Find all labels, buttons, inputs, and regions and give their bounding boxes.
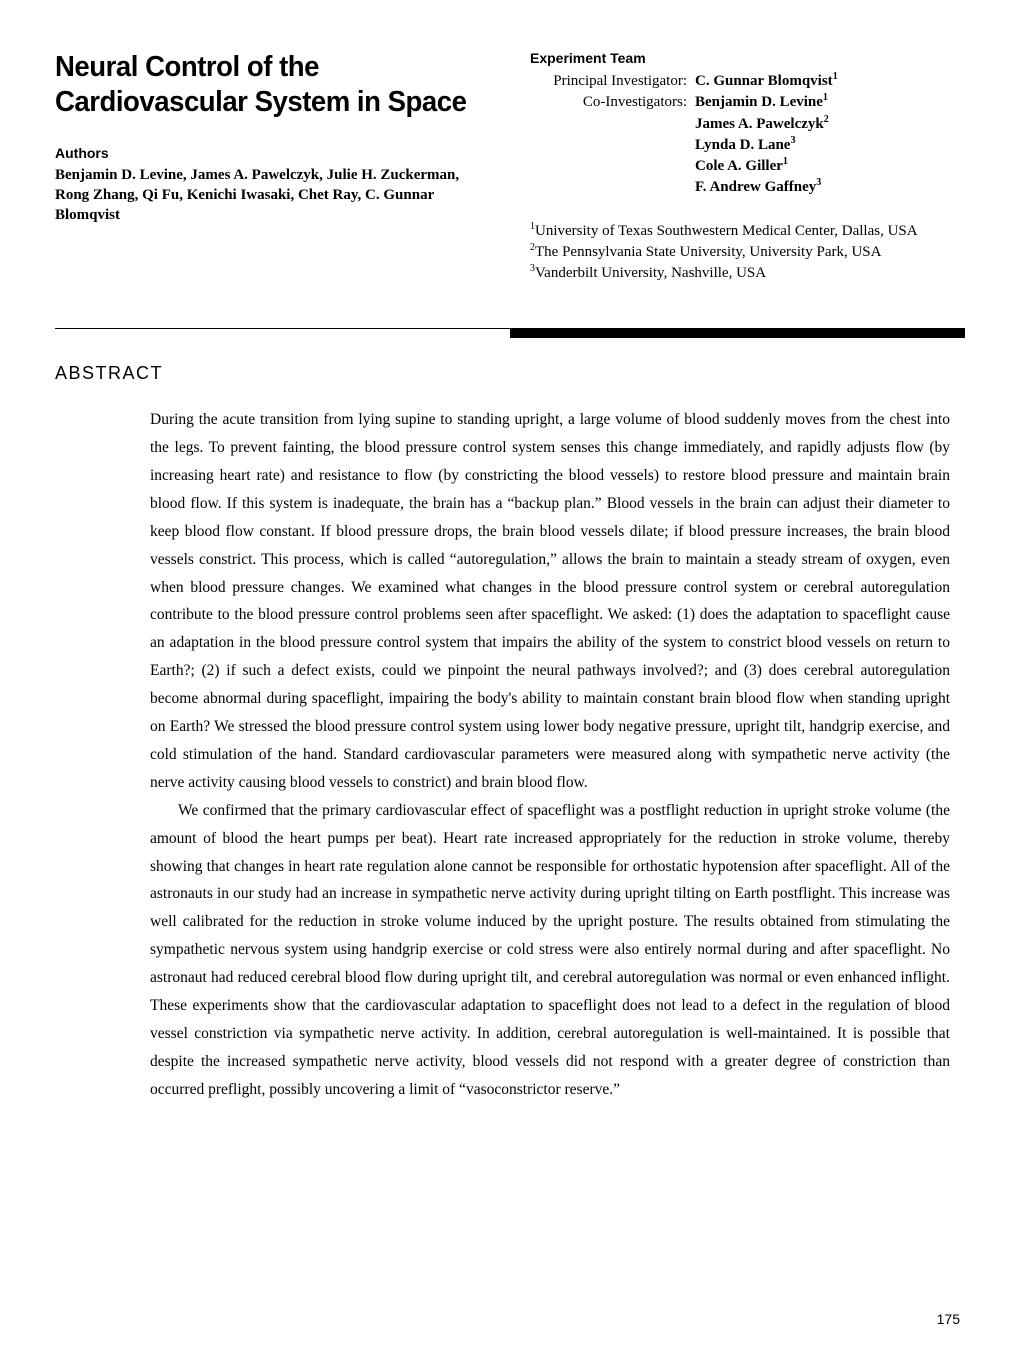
abstract-body: During the acute transition from lying s… (55, 406, 965, 1103)
co-name-4: F. Andrew Gaffney3 (695, 176, 821, 197)
divider-thick (510, 328, 965, 338)
co-row: Lynda D. Lane3 (530, 134, 965, 155)
team-label: Experiment Team (530, 50, 965, 66)
team-table: Principal Investigator: C. Gunnar Blomqv… (530, 70, 965, 198)
pi-affil-sup: 1 (833, 71, 838, 82)
header-row: Neural Control of the Cardiovascular Sys… (55, 50, 965, 283)
affiliation-2: 2The Pennsylvania State University, Univ… (530, 241, 965, 262)
co-name-2: Lynda D. Lane3 (695, 134, 795, 155)
abstract-paragraph-1: During the acute transition from lying s… (150, 406, 950, 796)
co-row: Co-Investigators: Benjamin D. Levine1 (530, 91, 965, 112)
affil-text: Vanderbilt University, Nashville, USA (535, 265, 766, 281)
affiliation-3: 3Vanderbilt University, Nashville, USA (530, 262, 965, 283)
team-column: Experiment Team Principal Investigator: … (520, 50, 965, 283)
co-affil-sup: 1 (823, 92, 828, 103)
pi-row: Principal Investigator: C. Gunnar Blomqv… (530, 70, 965, 91)
co-row: Cole A. Giller1 (530, 155, 965, 176)
co-name-text: James A. Pawelczyk (695, 116, 824, 132)
co-name-text: Lynda D. Lane (695, 137, 790, 153)
affiliations: 1University of Texas Southwestern Medica… (530, 220, 965, 284)
co-affil-sup: 2 (824, 114, 829, 125)
affiliation-1: 1University of Texas Southwestern Medica… (530, 220, 965, 241)
co-row: F. Andrew Gaffney3 (530, 176, 965, 197)
co-affil-sup: 1 (783, 156, 788, 167)
co-name-3: Cole A. Giller1 (695, 155, 788, 176)
co-name-text: F. Andrew Gaffney (695, 179, 816, 195)
authors-list: Benjamin D. Levine, James A. Pawelczyk, … (55, 165, 490, 226)
section-divider (55, 328, 965, 338)
pi-name-text: C. Gunnar Blomqvist (695, 73, 833, 89)
co-name-text: Cole A. Giller (695, 158, 783, 174)
co-name-0: Benjamin D. Levine1 (695, 91, 828, 112)
co-affil-sup: 3 (790, 135, 795, 146)
paper-title: Neural Control of the Cardiovascular Sys… (55, 50, 468, 120)
pi-role-label: Principal Investigator: (530, 71, 695, 91)
co-role-label: Co-Investigators: (530, 92, 695, 112)
authors-label: Authors (55, 145, 490, 161)
abstract-paragraph-2: We confirmed that the primary cardiovasc… (150, 797, 950, 1104)
co-affil-sup: 3 (816, 177, 821, 188)
co-row: James A. Pawelczyk2 (530, 113, 965, 134)
title-authors-column: Neural Control of the Cardiovascular Sys… (55, 50, 490, 283)
abstract-heading: ABSTRACT (55, 363, 965, 384)
affil-text: The Pennsylvania State University, Unive… (535, 244, 881, 260)
co-name-1: James A. Pawelczyk2 (695, 113, 829, 134)
page-number: 175 (937, 1311, 960, 1327)
divider-thin (55, 328, 510, 338)
pi-name: C. Gunnar Blomqvist1 (695, 70, 838, 91)
co-name-text: Benjamin D. Levine (695, 94, 823, 110)
affil-text: University of Texas Southwestern Medical… (535, 223, 918, 239)
